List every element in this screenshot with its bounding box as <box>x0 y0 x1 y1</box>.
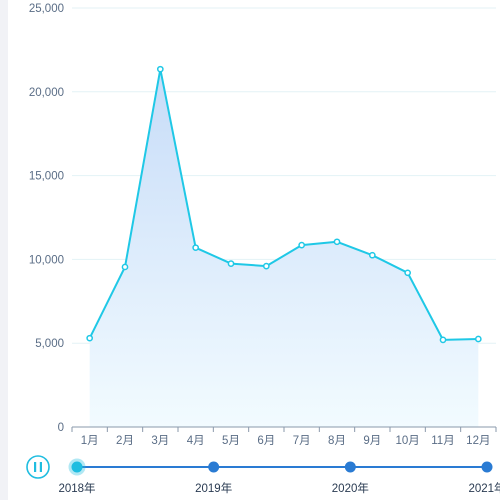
y-tick-label: 15,000 <box>29 171 64 183</box>
play-button-ring[interactable] <box>26 455 50 479</box>
y-tick-label: 25,000 <box>29 3 64 15</box>
x-tick-label: 11月 <box>431 435 454 447</box>
data-point[interactable] <box>439 336 447 344</box>
y-tick-label: 5,000 <box>35 338 64 350</box>
pause-bar <box>39 462 42 472</box>
timeline-marker[interactable] <box>481 461 493 473</box>
data-point[interactable] <box>368 251 376 259</box>
y-tick-label: 20,000 <box>29 87 64 99</box>
x-axis: 1月 2月 3月 4月 5月 6月 7月 8月 9月 10月 11月 12月 <box>71 426 497 447</box>
data-point[interactable] <box>121 263 129 271</box>
timeline-marker[interactable] <box>344 461 356 473</box>
series-line <box>88 68 479 341</box>
pause-bar <box>34 462 37 472</box>
left-panel-edge <box>0 0 8 500</box>
x-tick-label: 8月 <box>328 435 346 447</box>
x-tick-label: 5月 <box>222 435 240 447</box>
x-tick-label: 10月 <box>396 435 420 447</box>
timeline-current-marker[interactable] <box>71 461 83 473</box>
timeline-year-label[interactable]: 2018年 <box>58 481 95 495</box>
x-tick-label: 4月 <box>187 435 205 447</box>
data-point[interactable] <box>404 269 412 277</box>
x-tick-label: 12月 <box>466 435 490 447</box>
data-point[interactable] <box>86 334 94 342</box>
data-point[interactable] <box>156 65 164 73</box>
data-point[interactable] <box>192 244 200 252</box>
pause-icon[interactable] <box>26 455 50 479</box>
data-point[interactable] <box>474 335 482 343</box>
x-tick-label: 2月 <box>116 435 134 447</box>
area-fill <box>89 69 479 427</box>
y-axis-labels: 0 5,000 10,000 15,000 20,000 25,000 <box>29 3 64 434</box>
timeline-year-label[interactable]: 2021年 <box>468 481 500 495</box>
data-point[interactable] <box>298 241 306 249</box>
x-tick-label: 7月 <box>293 435 311 447</box>
timeline[interactable]: 2018年 2019年 2020年 2021年 <box>26 455 500 495</box>
timeline-year-label[interactable]: 2020年 <box>332 481 369 495</box>
x-tick-label: 3月 <box>151 435 169 447</box>
x-tick-label: 9月 <box>363 435 381 447</box>
x-tick-label: 1月 <box>81 435 99 447</box>
x-tick-label: 6月 <box>257 435 275 447</box>
y-tick-label: 10,000 <box>29 254 64 266</box>
area-series <box>86 65 482 427</box>
timeline-marker[interactable] <box>208 461 220 473</box>
timeline-year-label[interactable]: 2019年 <box>195 481 232 495</box>
y-tick-label: 0 <box>58 422 64 434</box>
data-point[interactable] <box>227 260 235 267</box>
data-point[interactable] <box>333 238 341 246</box>
data-point[interactable] <box>262 262 270 270</box>
